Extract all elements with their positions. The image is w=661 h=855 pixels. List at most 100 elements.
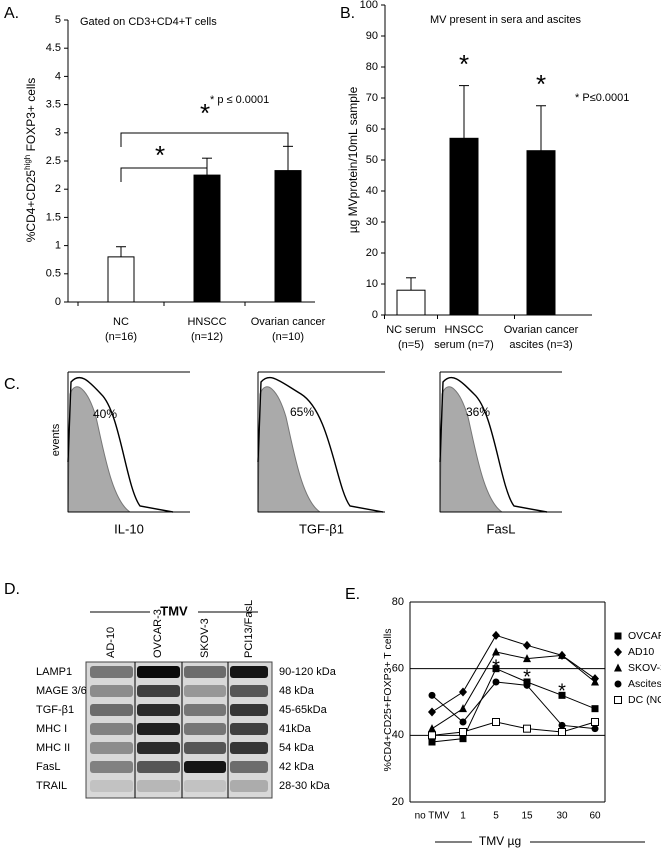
annotation: 40%: [93, 407, 117, 421]
negative-control-histogram: [439, 386, 504, 513]
lane-label: PCI13/FasL: [243, 600, 255, 658]
annotation: *: [155, 140, 165, 170]
row-label: TGF-β1: [36, 704, 74, 716]
y-tick-label: 0: [55, 296, 61, 308]
y-tick-label: 90: [366, 30, 378, 42]
lane-label: AD-10: [105, 627, 117, 658]
y-tick-label: 3.5: [46, 99, 61, 111]
stained-histogram: [67, 376, 174, 513]
bar: [107, 256, 135, 303]
blot-band: [230, 723, 268, 735]
bar: [449, 137, 479, 316]
blot-band: [230, 761, 268, 773]
row-label: MHC II: [36, 742, 70, 754]
x-tick-note: (n=12): [191, 331, 223, 343]
marker: [492, 647, 500, 656]
stained-histogram: [257, 376, 384, 513]
row-label: LAMP1: [36, 666, 72, 678]
y-tick-label: 10: [366, 278, 378, 290]
x-tick-label: NC serum: [386, 324, 436, 336]
y-tick-label: 80: [392, 596, 404, 608]
y-tick-label: 20: [366, 247, 378, 259]
blot-band: [90, 761, 133, 773]
y-tick-label: 50: [366, 154, 378, 166]
marker: [428, 724, 436, 733]
blot-band: [137, 761, 180, 773]
x-tick-note: (n=10): [272, 331, 304, 343]
significance-bracket: [120, 132, 289, 147]
marker: [492, 678, 500, 686]
legend-label: Ascites: [628, 678, 661, 690]
marker: [614, 680, 622, 688]
marker: [523, 640, 531, 650]
blot-band: [230, 666, 268, 678]
panel-label: E.: [345, 586, 360, 603]
row-label: MAGE 3/6: [36, 685, 87, 697]
x-tick-note: (n=5): [398, 339, 424, 351]
x-axis-label: TMV µg: [479, 834, 521, 848]
marker: [591, 677, 599, 686]
series-line: [431, 681, 596, 730]
blot-band: [90, 780, 133, 792]
blot-band: [184, 780, 226, 792]
x-tick-label: Ovarian cancer: [504, 324, 579, 336]
y-axis-label-part: FOXP3+ cells: [24, 78, 38, 155]
x-tick-note: serum (n=7): [434, 339, 494, 351]
marker: [614, 647, 622, 657]
marker: [523, 724, 531, 733]
blot-band: [230, 742, 268, 754]
blot-band: [230, 704, 268, 716]
y-tick-label: 60: [366, 123, 378, 135]
marker: [492, 665, 500, 673]
y-tick-label: 3: [55, 127, 61, 139]
annotation: *: [523, 666, 531, 688]
marker: [558, 721, 566, 729]
blot-band: [137, 780, 180, 792]
marker: [428, 738, 436, 746]
negative-control-histogram: [257, 386, 322, 513]
annotation: *: [492, 656, 500, 678]
row-label: TRAIL: [36, 780, 67, 792]
annotation: *: [536, 69, 546, 99]
blot-band: [184, 666, 226, 678]
x-axis-label: FasL: [487, 521, 516, 536]
row-label: MHC I: [36, 723, 67, 735]
panel-label: A.: [4, 5, 19, 22]
y-tick-label: 60: [392, 663, 404, 675]
y-tick-label: 40: [392, 729, 404, 741]
legend-label: DC (NC): [628, 694, 661, 706]
row-size: 45-65kDa: [279, 704, 328, 716]
marker: [459, 735, 467, 743]
x-tick-label: 60: [589, 811, 601, 822]
bar: [193, 174, 221, 303]
x-tick-label: 5: [493, 811, 499, 822]
x-tick-label: HNSCC: [444, 324, 483, 336]
row-size: 28-30 kDa: [279, 780, 331, 792]
panel-label: C.: [4, 376, 20, 393]
blot-band: [230, 780, 268, 792]
chart-title: MV present in sera and ascites: [430, 14, 582, 26]
marker: [591, 718, 599, 726]
y-axis-label-part: µg MVprotein/10mL sample: [346, 86, 360, 233]
blot-band: [184, 761, 226, 773]
annotation: *: [200, 98, 210, 128]
row-label: FasL: [36, 761, 60, 773]
y-tick-label: 20: [392, 796, 404, 808]
legend-label: OVCAR-3: [628, 630, 661, 642]
annotation: *: [558, 680, 566, 702]
y-axis-label: %CD4+CD25+FOXP3+ T cells: [382, 629, 394, 772]
blot-band: [90, 704, 133, 716]
marker: [459, 718, 467, 726]
y-tick-label: 4.5: [46, 42, 61, 54]
marker: [459, 704, 467, 713]
significance-bracket: [120, 167, 208, 182]
marker: [459, 728, 467, 736]
legend-label: SKOV-3: [628, 662, 661, 674]
series-line: [431, 634, 596, 713]
panel-label: B.: [340, 5, 355, 22]
annotation: *: [459, 49, 469, 79]
marker: [523, 654, 531, 663]
y-tick-label: 4: [55, 70, 61, 82]
y-axis-label: %CD4+CD25high FOXP3+ cells: [23, 78, 39, 243]
annotation: * p ≤ 0.0001: [210, 94, 269, 106]
